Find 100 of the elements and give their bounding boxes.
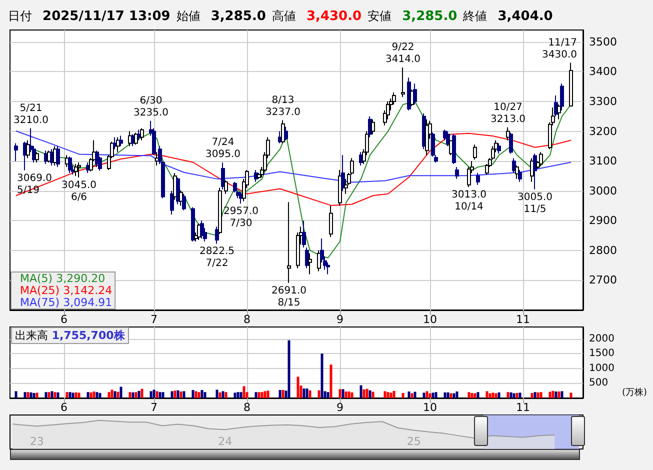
candlestick (560, 83, 564, 111)
bar (426, 391, 428, 398)
y-tick-label: 2900 (589, 214, 617, 228)
candlestick (302, 220, 306, 248)
bar (338, 389, 342, 398)
text: MA(75) 3,094.91 (20, 296, 112, 309)
bar (428, 393, 432, 398)
annotation: 9/22 3414.0 (386, 42, 420, 66)
candlestick (452, 134, 456, 165)
y-tick-label: 1000 (589, 362, 614, 374)
bar (554, 391, 558, 398)
bar (68, 392, 72, 398)
x-tick-label: 23 (30, 435, 44, 448)
bar (264, 391, 266, 398)
bar (386, 392, 390, 398)
annotation: 10/27 3213.0 (490, 102, 526, 125)
bar (560, 391, 564, 398)
bar (414, 392, 416, 398)
bar (74, 392, 78, 398)
candlestick (74, 164, 78, 176)
candlestick (113, 136, 117, 150)
candlestick (533, 153, 537, 190)
bar (98, 392, 102, 398)
bar (498, 392, 500, 398)
bar (282, 390, 284, 398)
bar (488, 393, 492, 398)
x-tick-label: 9 (336, 401, 344, 414)
bar (86, 392, 90, 398)
candlestick (278, 130, 282, 144)
bar (402, 392, 404, 398)
bar (200, 390, 204, 398)
candlestick (341, 154, 345, 192)
bar (540, 392, 542, 398)
bar (330, 364, 332, 398)
bar (444, 392, 446, 398)
candlestick (518, 170, 522, 182)
annotation: 3005.0 11/5 (518, 192, 552, 215)
x-tick-label: 6 (60, 401, 68, 414)
bar (50, 391, 54, 398)
bar (534, 392, 536, 398)
candlestick (506, 126, 510, 141)
candlestick (425, 118, 429, 156)
bar (392, 390, 396, 398)
candlestick (473, 144, 477, 160)
bar (456, 391, 458, 398)
bar (152, 390, 156, 398)
candlestick (530, 158, 534, 182)
bar (308, 390, 312, 398)
candlestick (155, 152, 159, 166)
y-tick-label: 3500 (589, 35, 617, 48)
text: MA(5) 3,290.20 (20, 272, 106, 285)
candlestick (413, 83, 417, 105)
candlestick (86, 162, 90, 174)
bar (288, 340, 290, 398)
candlestick (119, 135, 123, 147)
candlestick (218, 187, 222, 235)
bar (260, 392, 264, 398)
bar (296, 376, 300, 398)
bar (384, 391, 386, 398)
candlestick (176, 176, 180, 205)
candlestick (284, 126, 288, 141)
bar (368, 390, 372, 398)
bar (362, 389, 366, 398)
bar (326, 392, 330, 398)
bar (30, 392, 32, 398)
x-tick-label: 8 (244, 401, 250, 414)
candlestick (26, 140, 30, 159)
bar (570, 392, 572, 398)
candlestick (515, 165, 519, 180)
candlestick (317, 250, 321, 272)
bar (254, 392, 258, 398)
text: 日付 2025/11/17 13:09 (8, 9, 170, 24)
x-tick-label: 8 (244, 313, 250, 326)
x-tick-label: 9 (336, 313, 344, 326)
bar (302, 388, 306, 398)
bar (150, 391, 152, 398)
bar (242, 386, 246, 398)
bar (348, 391, 350, 398)
x-tick-label: 7 (150, 313, 158, 326)
text: 安値 3,285.0 (368, 9, 458, 24)
bar (92, 391, 96, 398)
bar (170, 391, 174, 398)
bar (410, 393, 414, 398)
bar (476, 392, 480, 398)
annotation: 3013.0 10/14 (452, 189, 486, 212)
bar (408, 391, 410, 398)
x-tick-label: 6 (60, 313, 68, 326)
y-tick-label: 2000 (589, 333, 614, 344)
x-tick-label: 10 (423, 401, 437, 414)
candlestick (497, 142, 501, 154)
y-tick-label: 3400 (589, 65, 617, 78)
bar (120, 386, 122, 398)
x-tick-label: 7 (150, 401, 158, 414)
bar (162, 392, 164, 398)
bar (48, 392, 50, 398)
candlestick (287, 202, 291, 284)
bar (26, 392, 30, 398)
bar (236, 392, 240, 398)
candlestick (401, 67, 405, 98)
bar (510, 392, 512, 398)
